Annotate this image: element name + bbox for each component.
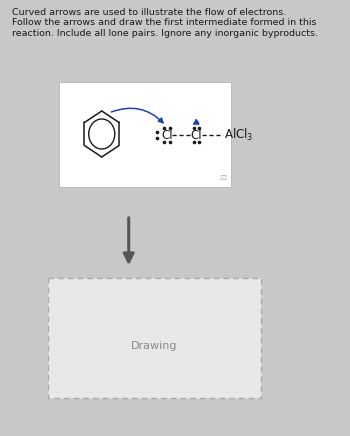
- Text: Curved arrows are used to illustrate the flow of electrons.
Follow the arrows an: Curved arrows are used to illustrate the…: [12, 8, 318, 38]
- Text: Drawing: Drawing: [131, 341, 177, 351]
- FancyBboxPatch shape: [48, 278, 261, 398]
- Text: AlCl$_3$: AlCl$_3$: [224, 127, 254, 143]
- FancyBboxPatch shape: [59, 82, 231, 187]
- Text: Cl: Cl: [191, 129, 202, 142]
- Text: ⊡: ⊡: [219, 173, 226, 181]
- Text: Cl: Cl: [161, 129, 173, 142]
